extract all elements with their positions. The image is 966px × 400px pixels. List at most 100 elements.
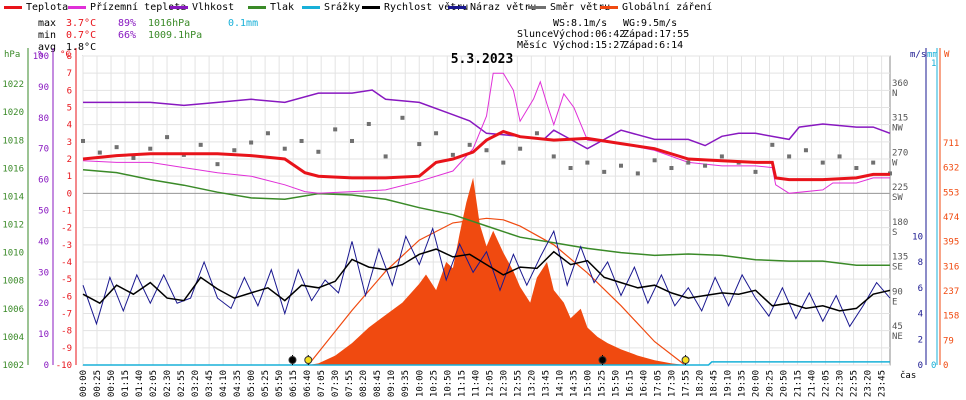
wind-direction-point [770,142,775,147]
x-tick-label: 06:40 [303,370,313,397]
pressure-tick: 1018 [2,136,24,146]
wind-direction-point [534,131,539,136]
wind-direction-point [753,169,758,174]
sunset-text: Západ:17:55 [623,29,690,40]
temperature-tick: 1 [67,172,72,182]
x-tick-label: 00:25 [93,370,103,397]
x-tick-label: 23:20 [864,370,874,397]
plot-series [81,72,892,366]
legend-swatch [362,5,380,9]
legend-swatch [448,5,466,9]
wind-dir-degree-tick: 135 [892,253,908,263]
wind-dir-compass-tick: SE [892,263,903,273]
wind-direction-point [652,158,657,163]
x-tick-label: 23:45 [878,370,888,397]
wind-direction-point [383,154,388,159]
temperature-tick: -8 [61,327,72,337]
wind-direction-point [518,146,523,151]
x-tick-label: 07:55 [345,370,355,397]
moonset-text: Západ:6:14 [623,40,684,51]
x-tick-label: 09:10 [387,370,397,397]
wind-direction-point [719,154,724,159]
x-tick-label: 03:45 [205,370,215,397]
x-tick-label: 03:20 [191,370,201,397]
x-tick-label: 00:00 [79,370,89,397]
temperature-tick: -3 [61,241,72,251]
legend-item: Vlhkost [170,2,234,13]
legend-swatch [170,5,188,9]
sunrise-marker [304,356,313,364]
legend-item: Srážky [302,2,360,13]
stats-min-label: min [38,30,57,41]
stats-max-press: 1016hPa [148,18,191,29]
pressure-tick: 1020 [2,108,24,118]
rain-axis-label: mm [927,50,938,60]
pressure-line [82,169,890,267]
humidity-tick: 70 [38,145,49,155]
humidity-axis-label: % [38,50,44,60]
sun-label: Slunce [517,29,554,40]
stats-max-hum: 89% [118,18,137,29]
wind-direction-point [417,142,422,147]
temperature-tick: 4 [67,121,72,131]
temperature-axis-label: °C [60,50,71,60]
pressure-tick: 1004 [2,333,24,343]
temperature-tick: -6 [61,292,72,302]
humidity-tick: 10 [38,330,49,340]
wind-direction-point [333,127,338,132]
x-tick-label: 13:20 [527,370,537,397]
x-tick-label: 21:15 [794,370,804,397]
wind-speed-max: WS:8.1m/s [553,18,608,29]
radiation-tick: 316 [943,262,959,272]
x-tick-label: 12:05 [485,370,495,397]
rain-line [83,361,890,366]
wind-direction-point [316,149,321,154]
x-tick-label: 07:05 [317,370,327,397]
radiation-tick: 395 [943,238,959,248]
legend-label: Přízemní teplota [90,2,187,13]
x-tick-label: 17:55 [681,370,691,397]
wind-speed-tick: 2 [918,335,923,345]
wind-direction-point [81,138,85,143]
wind-direction-point [450,152,455,157]
humidity-tick: 80 [38,114,49,124]
wind-dir-compass-tick: NE [892,332,903,342]
pressure-tick: 1014 [2,192,24,202]
x-tick-label: 08:20 [359,370,369,397]
wind-direction-point [669,166,674,171]
radiation-tick: 0 [943,361,948,371]
pressure-tick: 1012 [2,221,24,231]
x-tick-label: 16:40 [639,370,649,397]
wind-dir-compass-tick: W [892,158,898,168]
temperature-tick: -1 [61,207,72,217]
wind-dir-degree-tick: 270 [892,148,908,158]
temperature-tick: -9 [61,344,72,354]
x-tick-label: 22:05 [822,370,832,397]
stats-min-press: 1009.1hPa [148,30,203,41]
x-tick-label: 10:25 [429,370,439,397]
wind-direction-point [568,166,573,171]
wind-direction-point [249,140,254,145]
temperature-tick: 8 [67,52,72,62]
pressure-tick: 1008 [2,277,24,287]
wind-speed-tick: 8 [918,258,923,268]
wind-dir-compass-tick: NW [892,124,903,134]
x-tick-label: 20:25 [766,370,776,397]
wind-direction-point [501,160,506,165]
radiation-tick: 158 [943,312,959,322]
moon-label: Měsíc [517,40,548,51]
wind-direction-point [686,160,691,165]
wind-speed-tick: 10 [912,232,923,242]
humidity-tick: 100 [33,52,49,62]
wind-direction-point [400,115,405,120]
temperature-line [82,129,890,182]
x-tick-label: 06:15 [289,370,299,397]
x-tick-label: 17:05 [653,370,663,397]
wind-speed-tick: 0 [918,361,923,371]
wind-dir-degree-tick: 360 [892,79,908,89]
x-tick-label: 14:10 [555,370,565,397]
sunrise-text: Východ:06:42 [553,29,626,40]
wind-speed-line [82,248,891,312]
temperature-tick: 5 [67,104,72,114]
